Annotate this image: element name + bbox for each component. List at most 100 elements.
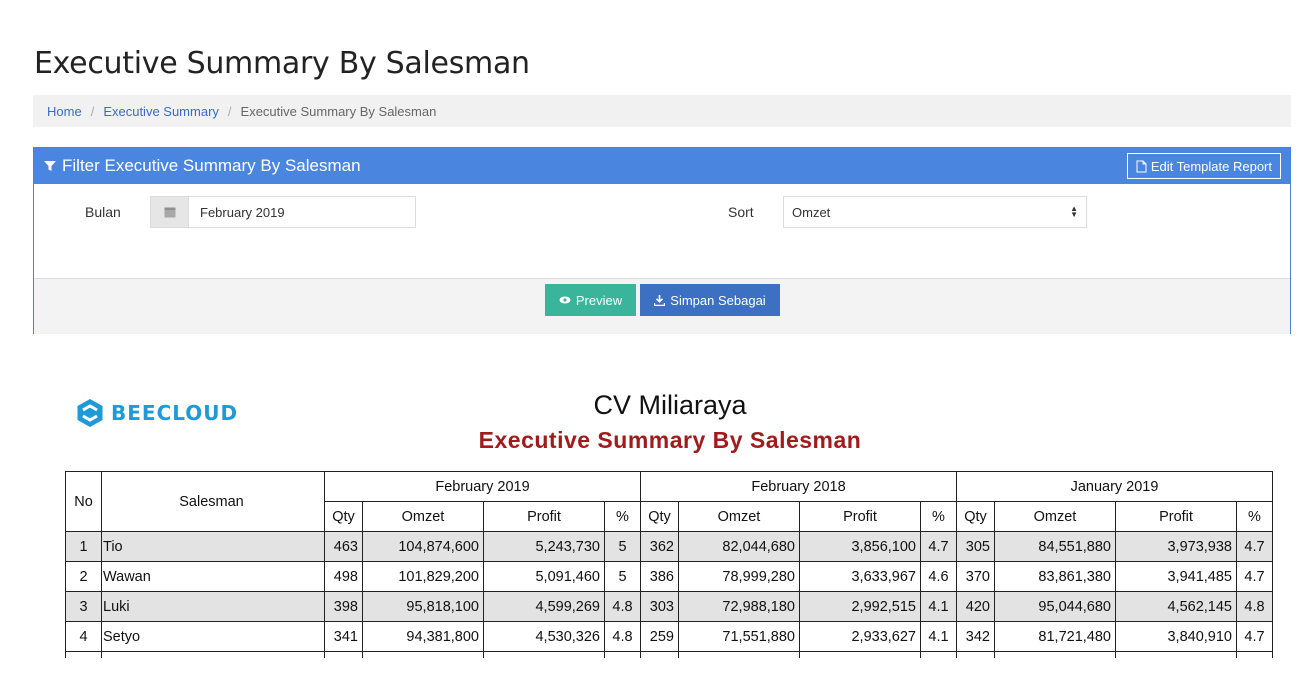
select-arrows-icon: ▲ ▼ — [1070, 204, 1078, 219]
breadcrumb: Home / Executive Summary / Executive Sum… — [33, 95, 1291, 127]
table-cell: 3,633,967 — [799, 561, 921, 592]
table-cell: 4.6 — [920, 561, 957, 592]
save-as-button[interactable]: Simpan Sebagai — [640, 284, 780, 316]
calendar-icon[interactable] — [151, 197, 189, 227]
table-cell: 78,999,280 — [678, 561, 800, 592]
table-cell: 362 — [640, 531, 679, 562]
table-row: 2 Wawan 498 101,829,200 5,091,460 5 386 78,999,… — [65, 561, 1273, 592]
header-profit: Profit — [1115, 501, 1237, 532]
table-cell — [1115, 651, 1237, 658]
table-cell — [920, 651, 957, 658]
save-as-label: Simpan Sebagai — [670, 292, 766, 308]
table-cell: 420 — [956, 591, 995, 622]
breadcrumb-separator: / — [227, 103, 232, 119]
table-cell: 95,818,100 — [362, 591, 484, 622]
table-cell: 4.8 — [1236, 591, 1273, 622]
table-cell — [65, 651, 102, 658]
table-cell: 81,721,480 — [994, 621, 1116, 652]
header-period: January 2019 — [956, 471, 1273, 502]
table-row-partial — [65, 651, 1273, 658]
report-title: Executive Summary By Salesman — [478, 427, 862, 453]
month-input[interactable] — [189, 197, 415, 227]
header-period: February 2018 — [640, 471, 957, 502]
table-cell — [362, 651, 484, 658]
table-cell: 4.7 — [1236, 621, 1273, 652]
sort-selected-value: Omzet — [792, 204, 831, 220]
table-cell: 104,874,600 — [362, 531, 484, 562]
brand-name: BEECLOUD — [111, 401, 239, 425]
table-cell: 4.7 — [1236, 561, 1273, 592]
table-cell: 4,530,326 — [483, 621, 605, 652]
table-cell: 4,599,269 — [483, 591, 605, 622]
breadcrumb-current: Executive Summary By Salesman — [240, 103, 437, 119]
table-cell: 4.7 — [920, 531, 957, 562]
table-cell: 94,381,800 — [362, 621, 484, 652]
filter-panel-footer: Preview Simpan Sebagai — [34, 278, 1290, 334]
table-cell — [324, 651, 363, 658]
table-cell: 2,992,515 — [799, 591, 921, 622]
sort-label: Sort — [728, 204, 754, 220]
salesman-name: Wawan — [101, 561, 325, 592]
header-salesman: Salesman — [101, 471, 325, 532]
edit-template-report-button[interactable]: Edit Template Report — [1126, 153, 1281, 179]
table-cell: 370 — [956, 561, 995, 592]
breadcrumb-home-link[interactable]: Home — [47, 103, 82, 119]
header-profit: Profit — [799, 501, 921, 532]
table-cell — [994, 651, 1116, 658]
table-cell — [101, 651, 325, 658]
table-cell: 4.7 — [1236, 531, 1273, 562]
table-cell: 398 — [324, 591, 363, 622]
table-cell: 498 — [324, 561, 363, 592]
table-cell: 5 — [604, 561, 641, 592]
table-cell: 4.1 — [920, 591, 957, 622]
table-cell: 95,044,680 — [994, 591, 1116, 622]
table-cell — [956, 651, 995, 658]
header-percent: % — [1236, 501, 1273, 532]
row-number: 4 — [65, 621, 102, 652]
table-cell — [483, 651, 605, 658]
table-cell: 303 — [640, 591, 679, 622]
table-cell — [678, 651, 800, 658]
header-percent: % — [604, 501, 641, 532]
header-no: No — [65, 471, 102, 532]
header-qty: Qty — [324, 501, 363, 532]
table-row: 3 Luki 398 95,818,100 4,599,269 4.8 303 72,988,… — [65, 591, 1273, 622]
table-cell — [640, 651, 679, 658]
table-cell: 71,551,880 — [678, 621, 800, 652]
table-cell: 386 — [640, 561, 679, 592]
breadcrumb-executive-summary-link[interactable]: Executive Summary — [103, 103, 219, 119]
filter-icon — [44, 161, 56, 171]
table-cell: 463 — [324, 531, 363, 562]
filter-panel-title: Filter Executive Summary By Salesman — [62, 156, 361, 175]
table-row: 4 Setyo 341 94,381,800 4,530,326 4.8 259 71,551… — [65, 621, 1273, 652]
salesman-name: Setyo — [101, 621, 325, 652]
table-cell: 83,861,380 — [994, 561, 1116, 592]
file-icon — [1136, 160, 1147, 172]
download-icon — [654, 294, 666, 306]
report-table-container: No Salesman February 2019 February 2018 … — [65, 471, 1274, 658]
breadcrumb-separator: / — [90, 103, 95, 119]
table-cell: 101,829,200 — [362, 561, 484, 592]
filter-panel: Filter Executive Summary By Salesman Edi… — [33, 147, 1291, 334]
month-label: Bulan — [85, 204, 121, 220]
filter-panel-body: Bulan Sort Omzet ▲▼ — [34, 184, 1290, 278]
salesman-name: Luki — [101, 591, 325, 622]
table-cell: 5,243,730 — [483, 531, 605, 562]
header-percent: % — [920, 501, 957, 532]
table-cell: 305 — [956, 531, 995, 562]
beecloud-hexagon-icon — [77, 399, 103, 427]
table-cell: 5,091,460 — [483, 561, 605, 592]
sort-select[interactable]: Omzet ▲ ▼ — [783, 196, 1087, 228]
table-cell: 3,941,485 — [1115, 561, 1237, 592]
month-picker[interactable] — [150, 196, 416, 228]
preview-label: Preview — [575, 292, 623, 308]
table-cell — [604, 651, 641, 658]
row-number: 3 — [65, 591, 102, 622]
table-cell: 5 — [604, 531, 641, 562]
header-omzet: Omzet — [362, 501, 484, 532]
header-qty: Qty — [640, 501, 679, 532]
table-cell: 72,988,180 — [678, 591, 800, 622]
preview-button[interactable]: Preview — [545, 284, 636, 316]
table-cell: 4.8 — [604, 621, 641, 652]
header-period: February 2019 — [324, 471, 641, 502]
